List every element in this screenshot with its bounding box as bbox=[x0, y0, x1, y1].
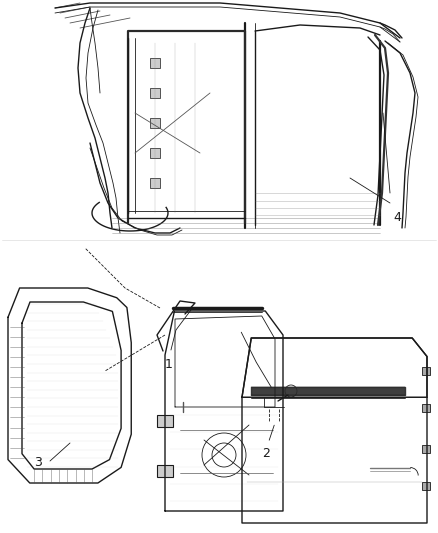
Bar bbox=[150, 88, 160, 98]
Bar bbox=[422, 405, 430, 413]
Bar bbox=[150, 148, 160, 158]
Bar bbox=[150, 178, 160, 188]
Bar bbox=[422, 482, 430, 490]
Bar bbox=[157, 415, 173, 427]
Text: 4: 4 bbox=[393, 211, 401, 224]
Bar bbox=[422, 445, 430, 453]
Text: 2: 2 bbox=[262, 447, 270, 460]
Bar bbox=[150, 118, 160, 128]
Text: 3: 3 bbox=[34, 456, 42, 470]
Text: 1: 1 bbox=[165, 358, 173, 371]
Bar bbox=[157, 465, 173, 477]
Bar bbox=[422, 367, 430, 375]
Bar bbox=[150, 58, 160, 68]
